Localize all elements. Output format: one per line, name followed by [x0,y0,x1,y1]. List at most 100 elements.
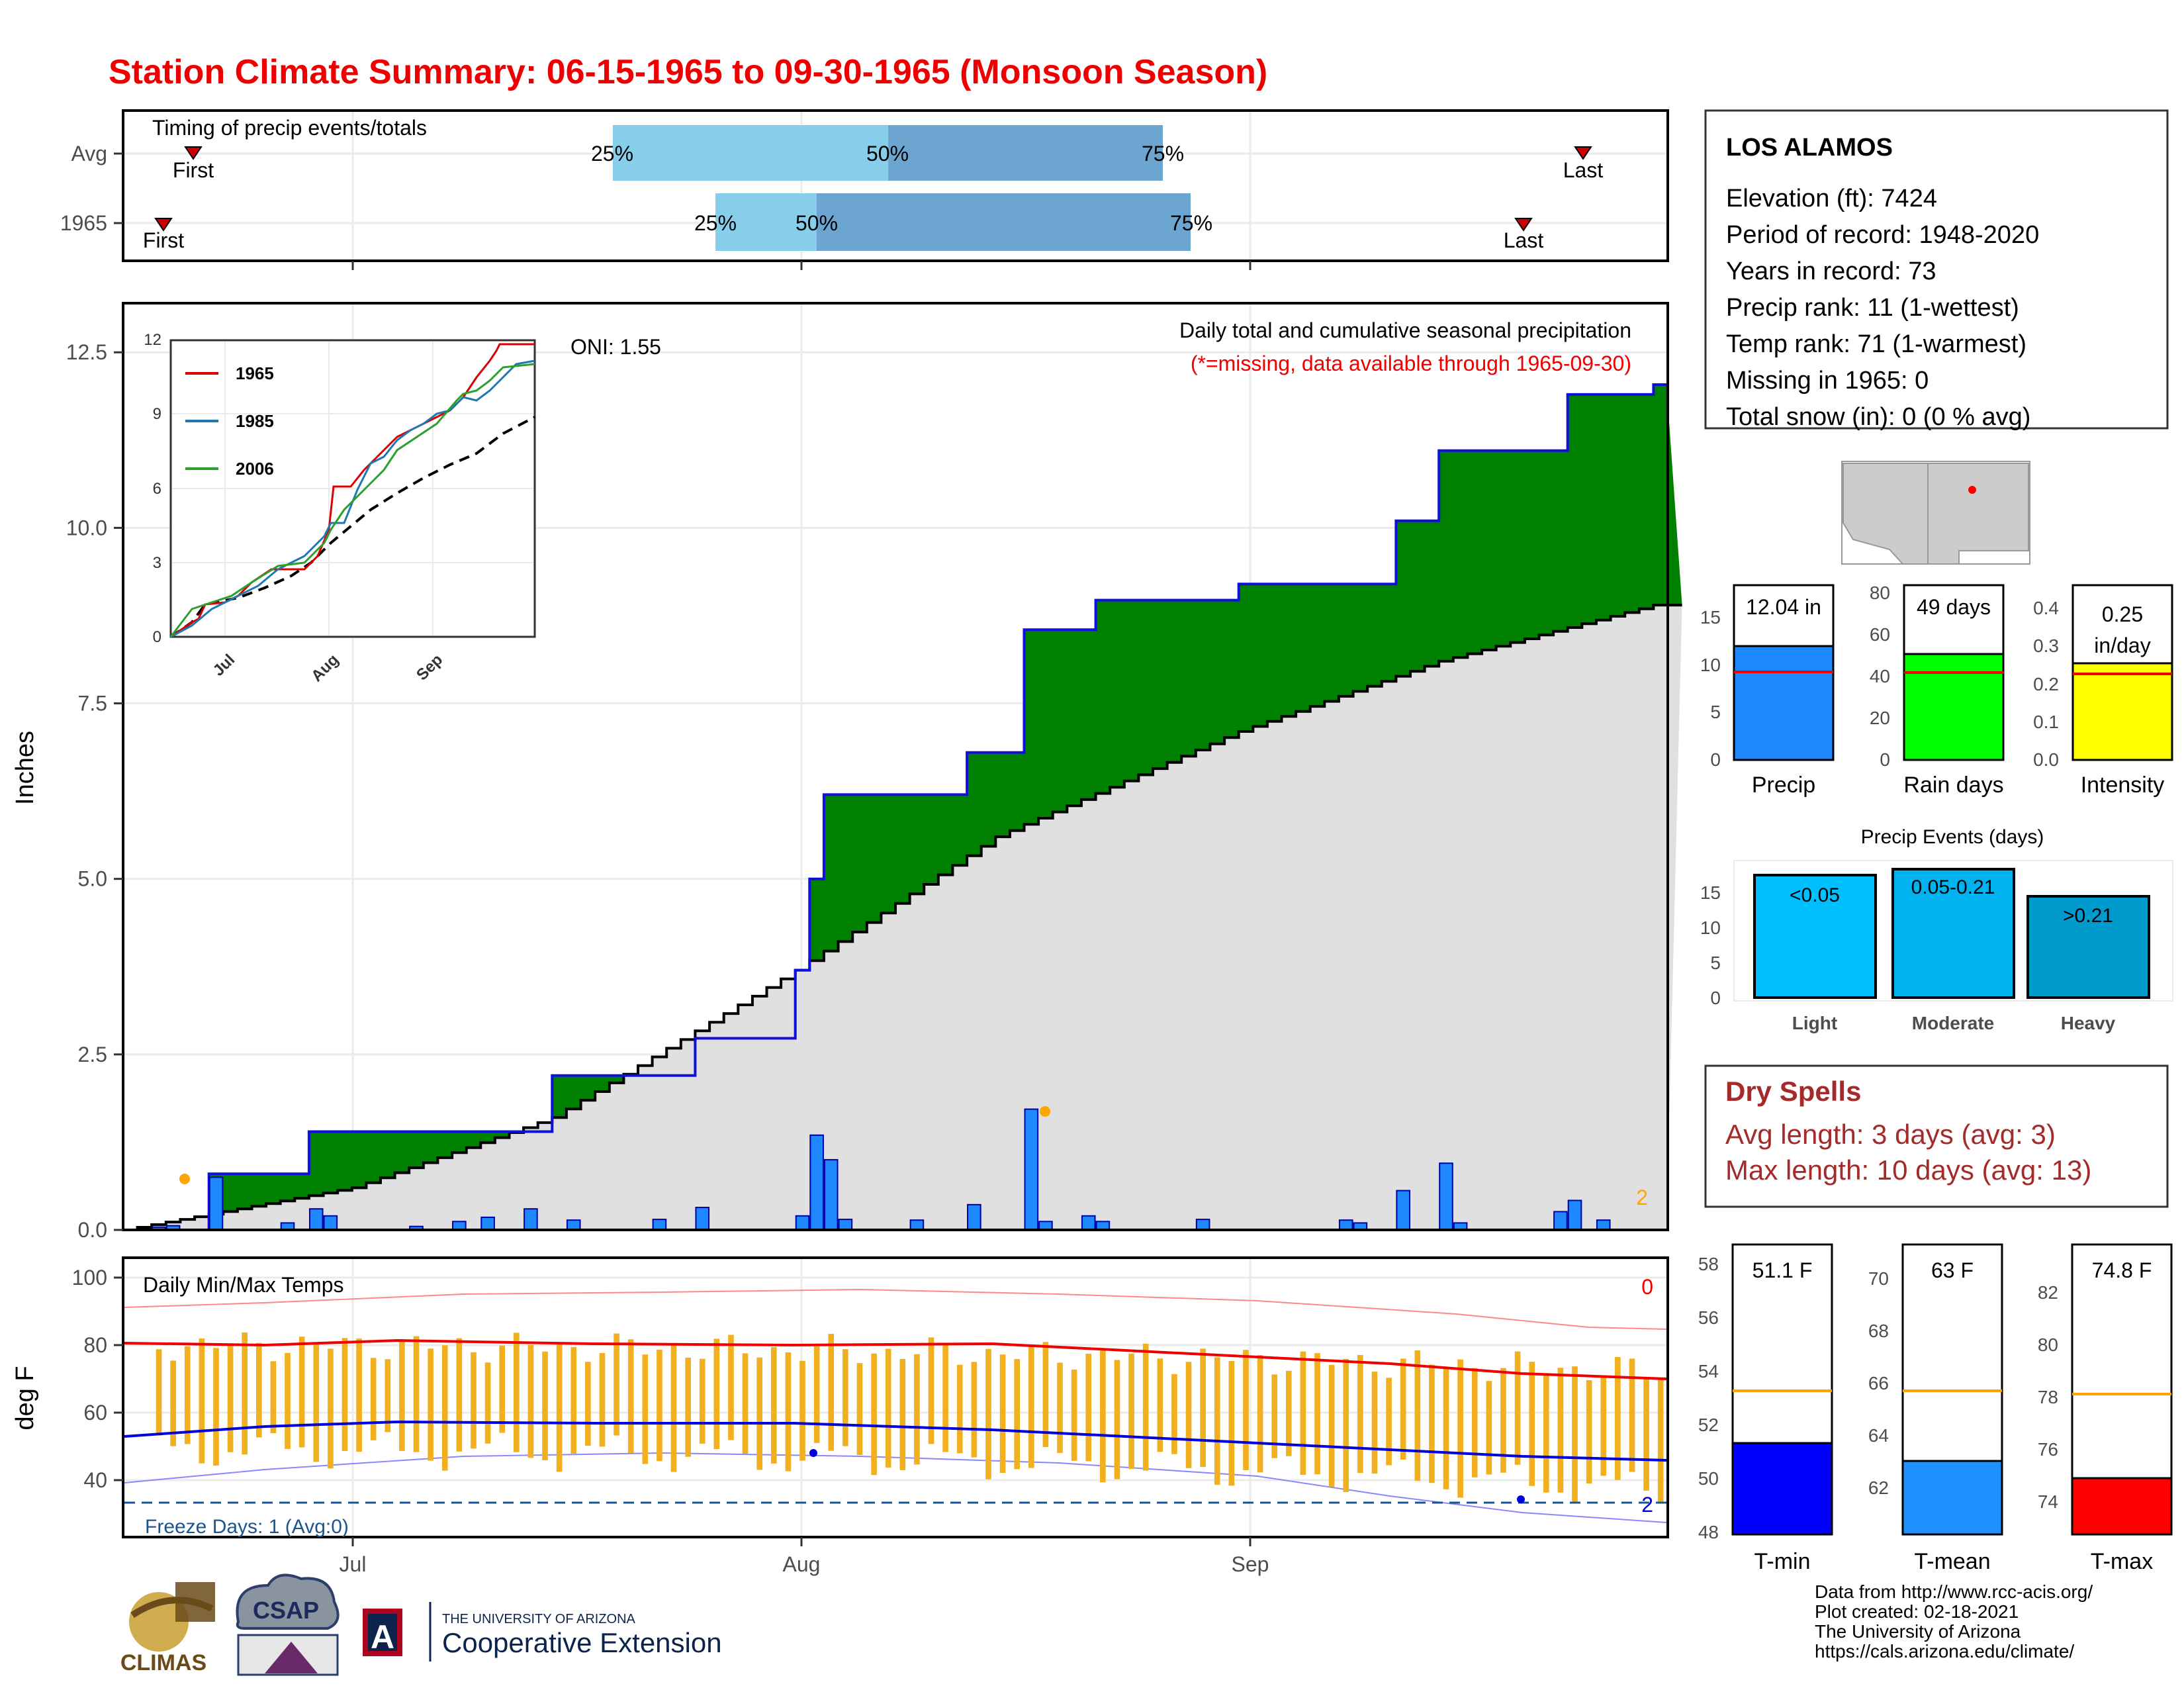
rain-days-tick: 0 [1880,749,1890,770]
avg-first-label: First [173,158,214,182]
daily-precip-bar [208,1176,224,1231]
timing-panel: Timing of precip events/totals Avg 1965 … [60,109,1669,270]
heavy-events-bar [2026,895,2150,999]
year-first-marker-icon [154,218,173,232]
temp-range-bar [1414,1350,1421,1481]
intensity-summary-chart: 0.25 in/day 0.0 0.1 0.2 0.3 0.4 Intensit… [2033,584,2173,798]
intensity-tick: 0.3 [2033,635,2059,656]
temp-range-bar [484,1362,491,1444]
main-y-tick-label: 0.0 [78,1218,107,1242]
temp-range-bar [1314,1353,1320,1475]
precip-tick: 5 [1710,702,1721,722]
station-precip-rank: Precip rank: 11 (1-wettest) [1726,294,2019,322]
tmin-bar [1731,1442,1833,1536]
daily-precip-bar [967,1203,981,1231]
temp-range-bar [285,1352,291,1449]
precip-events-chart: Precip Events (days) <0.05 0.05-0.21 >0.… [1700,826,2173,1033]
temp-range-bar [570,1346,577,1454]
temp-range-bar [1471,1368,1478,1477]
temp-range-bar [1100,1350,1106,1483]
temp-range-bar [370,1358,377,1440]
temp-range-bar [1214,1357,1220,1485]
temp-range-bar [942,1344,948,1452]
record-marker-icon [1040,1106,1050,1117]
timing-row-label-year: 1965 [60,211,107,235]
temp-range-bar [1057,1362,1063,1453]
temp-range-bar [1443,1368,1449,1489]
temp-chart-title: Daily Min/Max Temps [143,1273,343,1297]
chart-title: Station Climate Summary: 06-15-1965 to 0… [109,53,1267,91]
daily-precip-bar [1338,1219,1353,1231]
temp-range-bar [1328,1364,1335,1487]
temp-range-bar [1572,1366,1578,1503]
precip-total-value: 12.04 in [1746,595,1821,619]
temp-range-bar [471,1352,477,1449]
daily-precip-bar [909,1219,925,1231]
summary-bars: 12.04 in 0 5 10 15 Precip 49 days 0 20 4… [1700,583,2173,798]
daily-precip-bar [695,1207,710,1231]
avg-timing-bar-dark [888,125,1163,181]
tmin-label: T-min [1754,1549,1811,1574]
temp-range-bar [1500,1368,1506,1473]
temp-range-bar [1300,1351,1306,1476]
daily-precip-bar [566,1219,581,1231]
timing-row-label-avg: Avg [71,142,107,165]
rain-days-summary-chart: 49 days 0 20 40 60 80 Rain days [1870,583,2005,798]
temp-range-bar [914,1354,920,1465]
year-pct50-label: 50% [796,211,838,235]
events-tick: 0 [1710,988,1721,1008]
station-info-frame [1704,109,2169,430]
daily-precip-bar [1195,1219,1210,1231]
main-y-tick-label: 2.5 [78,1043,107,1066]
precip-label: Precip [1752,773,1815,798]
daily-temp-range-bars [156,1332,1664,1503]
temp-range-bar [713,1338,720,1450]
intensity-tick: 0.2 [2033,674,2059,694]
missing-note: (*=missing, data available through 1965-… [1191,352,1631,375]
temp-range-bar [1657,1378,1664,1503]
year-pct75-label: 75% [1170,211,1212,235]
temp-range-bar [399,1339,405,1451]
temp-range-bar [227,1344,234,1452]
moderate-events-bar [1891,868,2015,999]
events-tick: 15 [1700,882,1721,903]
tmax-value: 74.8 F [2092,1258,2152,1282]
temp-range-bar [1185,1362,1192,1468]
tmax-tick: 82 [2038,1282,2058,1303]
daily-precip-bar [823,1158,839,1231]
daily-precip-bar [1567,1199,1582,1231]
avg-pct75-label: 75% [1142,142,1184,165]
temp-range-bar [298,1336,305,1448]
temp-range-bar [1157,1358,1163,1452]
inset-legend-1985: 1985 [236,411,274,431]
ua-logo-large-text: Cooperative Extension [442,1627,722,1658]
climas-logo: CLIMAS [120,1582,215,1675]
temp-range-bar [756,1357,763,1470]
new-mexico-shape [1927,463,2029,565]
temp-range-bar [728,1335,734,1440]
inset-legend-1965: 1965 [236,363,274,383]
precip-tick: 15 [1700,607,1721,628]
temp-range-bar [599,1352,606,1447]
light-events-bar [1753,874,1877,999]
temp-range-bar [685,1357,691,1457]
inset-series-2006 [169,363,535,637]
tmean-tick: 62 [1868,1477,1889,1498]
tmin-summary-chart: 51.1 F 48 50 52 54 56 58 T-min [1698,1243,1833,1574]
temp-range-bar [1629,1358,1635,1472]
footer-line: The University of Arizona [1815,1621,2021,1642]
temp-range-bar [1171,1374,1177,1454]
temp-range-bar [1343,1358,1349,1492]
temp-range-bar [556,1342,563,1472]
temp-range-bar [985,1348,991,1479]
main-y-tick-label: 5.0 [78,867,107,891]
temp-range-bar [614,1333,619,1436]
climas-logo-text: CLIMAS [120,1650,206,1675]
temp-range-bar [1486,1381,1492,1475]
tmean-bar [1901,1460,2003,1536]
station-info-panel: LOS ALAMOS Elevation (ft): 7424 Period o… [1704,109,2169,431]
temp-range-bar [1114,1360,1120,1479]
tmax-label: T-max [2091,1549,2153,1574]
heavy-events-label: >0.21 [2063,905,2113,927]
temp-range-bar [813,1346,820,1443]
